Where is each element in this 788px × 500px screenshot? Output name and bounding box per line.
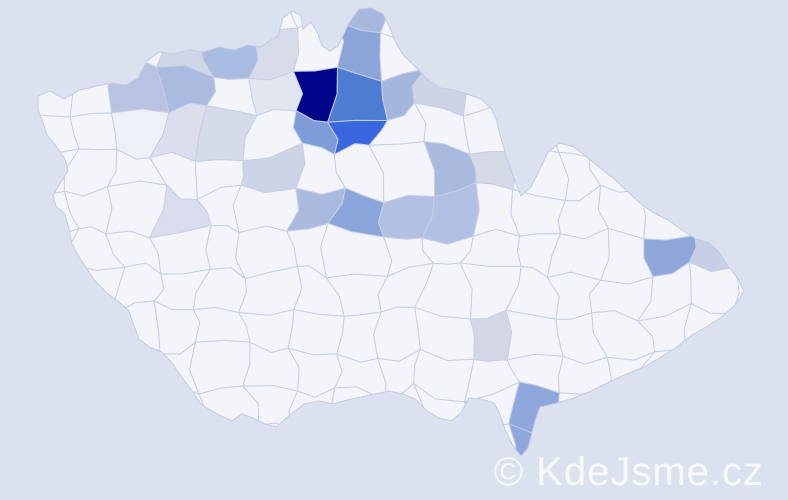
district-cell: [38, 261, 83, 323]
district-cell: [423, 8, 480, 39]
district-cell: [462, 106, 519, 155]
district-cell: [634, 420, 702, 456]
district-cell: [456, 8, 524, 35]
district-cell: [592, 21, 659, 71]
district-cell: [557, 391, 608, 444]
district-cell: [632, 145, 694, 198]
district-cell: [729, 8, 744, 39]
district-cell: [558, 69, 595, 117]
district-cell: [726, 434, 744, 456]
district-cell: [588, 96, 643, 158]
district-cell: [61, 31, 118, 69]
district-cell: [113, 353, 168, 402]
district-cell: [62, 261, 126, 319]
district-cell: [38, 422, 70, 456]
district-cell: [416, 428, 469, 456]
district-cell: [683, 30, 744, 81]
district-cell: [633, 63, 693, 119]
district-cell: [69, 112, 118, 151]
district-cell: [325, 427, 392, 456]
district-cell: [727, 235, 744, 277]
district-cell: [597, 8, 653, 32]
district-cell: [639, 187, 696, 241]
district-cell: [730, 396, 744, 445]
district-cell: [729, 31, 744, 81]
district-cell: [513, 8, 560, 33]
district-cell: [545, 429, 604, 456]
country-outline: [37, 7, 745, 457]
district-cell: [597, 389, 652, 431]
district-cell: [633, 105, 686, 155]
district-cell: [287, 308, 345, 356]
district-cell: [600, 417, 652, 456]
district-cell: [679, 111, 734, 149]
district-cell: [643, 8, 690, 33]
district-cell: [584, 64, 651, 107]
district-cell: [681, 78, 743, 118]
district-cell: [329, 386, 394, 436]
district-cell: [285, 429, 340, 456]
district-cell: [727, 340, 744, 401]
district-cell: [683, 8, 744, 39]
district-cell: [516, 109, 560, 154]
district-cell: [105, 300, 161, 361]
district-cell: [377, 427, 427, 456]
district-cell: [38, 317, 84, 360]
district-cell-highlighted: [327, 8, 387, 34]
district-cell: [38, 8, 84, 42]
district-cell: [684, 341, 739, 398]
district-cell: [551, 100, 593, 158]
district-cell: [689, 428, 733, 456]
district-cell: [516, 74, 564, 120]
district-cell: [104, 8, 164, 35]
district-cell: [38, 33, 79, 81]
district-cell: [38, 348, 81, 395]
district-cell: [242, 422, 297, 456]
district-cell: [691, 194, 734, 244]
district-cell: [548, 8, 612, 32]
district-cell: [688, 382, 739, 436]
district-cell: [158, 8, 205, 40]
district-cell: [292, 19, 345, 72]
district-cell: [727, 185, 744, 238]
district-cell: [462, 69, 523, 118]
district-cell: [731, 266, 744, 315]
district-cell: [66, 348, 128, 396]
district-cell: [38, 67, 74, 118]
district-cell: [164, 433, 213, 456]
district-cell: [557, 24, 600, 79]
district-cell: [680, 144, 734, 201]
district-cell: [731, 72, 744, 121]
district-cell: [38, 386, 79, 438]
district-cell: [638, 381, 697, 431]
district-cell: [648, 22, 693, 80]
district-cell: [457, 423, 519, 456]
district-cell: [232, 184, 300, 234]
district-cell: [727, 311, 744, 363]
district-cell: [76, 8, 119, 36]
district-cell: [196, 424, 260, 456]
district-cell: [198, 8, 256, 46]
district-cell: [725, 147, 744, 201]
district-cell: [112, 27, 166, 68]
district-cell: [66, 316, 115, 362]
district-cell: [60, 389, 128, 435]
district-cell: [452, 23, 522, 76]
district-cell: [420, 22, 467, 76]
districts-layer: [38, 8, 744, 456]
district-cell: [60, 422, 118, 456]
district-cell: [513, 24, 565, 81]
district-cell: [109, 433, 172, 456]
district-cell: [109, 392, 168, 436]
district-cell: [725, 111, 744, 154]
